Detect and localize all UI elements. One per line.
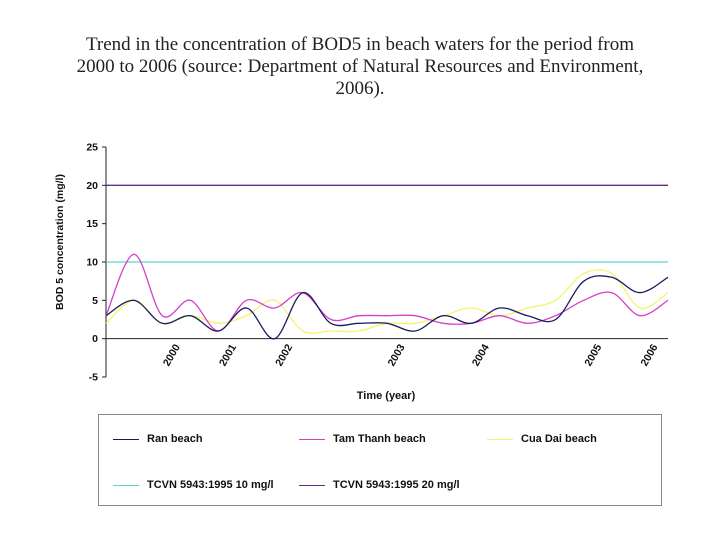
- x-tick-label: 2000: [161, 342, 183, 368]
- legend-label: TCVN 5943:1995 20 mg/l: [333, 479, 460, 491]
- chart-title-line-1: Trend in the concentration of BOD5 in be…: [85, 34, 635, 55]
- x-tick-label: 2002: [273, 342, 295, 368]
- y-tick-label: 10: [86, 257, 98, 269]
- legend-swatch: [113, 485, 139, 486]
- y-tick-label: 15: [86, 218, 98, 230]
- legend-swatch: [487, 439, 513, 440]
- line-chart: -5 0 5 10 15 20 25 2000 2001 2002 2003 2004 2005 2006…: [54, 142, 669, 402]
- x-tick-label: 2001: [217, 342, 239, 368]
- legend-label: TCVN 5943:1995 10 mg/l: [147, 479, 274, 491]
- x-tick-label: 2004: [470, 342, 492, 368]
- x-tick-label: 2003: [386, 342, 408, 368]
- x-axis-label: Time (year): [357, 390, 416, 402]
- y-axis-label: BOD 5 concentration (mg/l): [54, 174, 66, 310]
- chart-legend: Ran beach Tam Thanh beach Cua Dai beach …: [98, 414, 662, 506]
- x-tick-label: 2006: [638, 342, 660, 368]
- series-line-tam-thanh-beach: [105, 253, 669, 332]
- legend-swatch: [113, 439, 139, 440]
- y-tick-label: 20: [86, 180, 98, 192]
- legend-label: Tam Thanh beach: [333, 433, 426, 445]
- chart-title: Trend in the concentration of BOD5 in be…: [30, 34, 690, 100]
- y-tick-label: 5: [92, 295, 98, 307]
- series-line-ran-beach: [105, 275, 669, 340]
- legend-label: Ran beach: [147, 433, 203, 445]
- x-tick-label: 2005: [582, 342, 604, 368]
- legend-label: Cua Dai beach: [521, 433, 597, 445]
- chart-title-line-2: 2000 to 2006 (source: Department of Natu…: [76, 56, 644, 77]
- y-tick-label: 25: [86, 142, 98, 154]
- legend-swatch: [299, 485, 325, 486]
- legend-swatch: [299, 439, 325, 440]
- y-tick-label: 0: [92, 333, 98, 345]
- chart-series: [105, 184, 669, 340]
- y-tick-label: -5: [89, 372, 98, 384]
- chart-title-line-3: 2006).: [335, 78, 385, 99]
